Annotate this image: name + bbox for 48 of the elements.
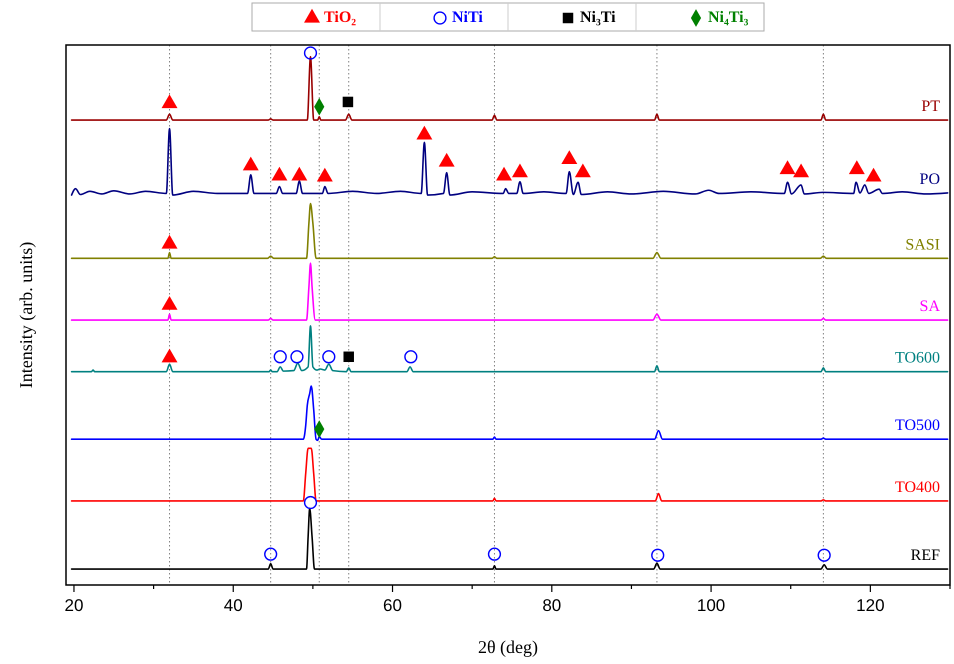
point	[780, 160, 796, 174]
point	[271, 166, 288, 180]
legend-label: Ni₄Ti₃	[708, 9, 749, 26]
point	[818, 548, 831, 562]
legend-label: Ni₃Ti	[580, 9, 616, 26]
point	[162, 296, 178, 310]
x-tick-label: 120	[856, 596, 885, 615]
x-tick-label: 60	[383, 596, 402, 615]
point	[162, 348, 178, 362]
point	[866, 168, 882, 182]
point	[291, 166, 308, 180]
legend-label: TiO₂	[324, 9, 356, 26]
point	[404, 350, 418, 364]
point	[264, 548, 278, 561]
point	[848, 160, 865, 174]
point	[162, 94, 178, 108]
point	[496, 166, 512, 180]
point	[162, 234, 178, 249]
point	[488, 548, 502, 561]
x-tick-label: 20	[64, 596, 84, 615]
point	[304, 496, 318, 510]
series-label: TO600	[894, 350, 940, 367]
point	[438, 152, 455, 167]
y-axis-title: Intensity (arb. units)	[16, 242, 36, 388]
x-tick-label: 40	[224, 596, 243, 615]
series-label: TO500	[894, 417, 940, 434]
point	[561, 150, 578, 164]
series-label: PO	[920, 170, 940, 188]
point	[316, 168, 333, 182]
point	[322, 350, 336, 364]
point	[793, 164, 810, 178]
point	[512, 164, 528, 178]
point	[574, 164, 591, 178]
point	[343, 352, 354, 362]
x-tick-label: 80	[542, 596, 562, 615]
series-label: REF	[910, 547, 940, 564]
point	[274, 350, 287, 364]
x-axis-title: 2θ (deg)	[478, 637, 538, 657]
point	[416, 126, 432, 140]
x-tick-label: 100	[696, 596, 726, 615]
point	[651, 548, 664, 562]
series-label: TO400	[894, 478, 940, 496]
series-label: SA	[920, 298, 940, 316]
point	[242, 156, 259, 170]
legend-label: NiTi	[452, 9, 484, 26]
series-label: PT	[921, 98, 940, 116]
point	[290, 350, 304, 364]
series-label: SASI	[905, 236, 940, 254]
